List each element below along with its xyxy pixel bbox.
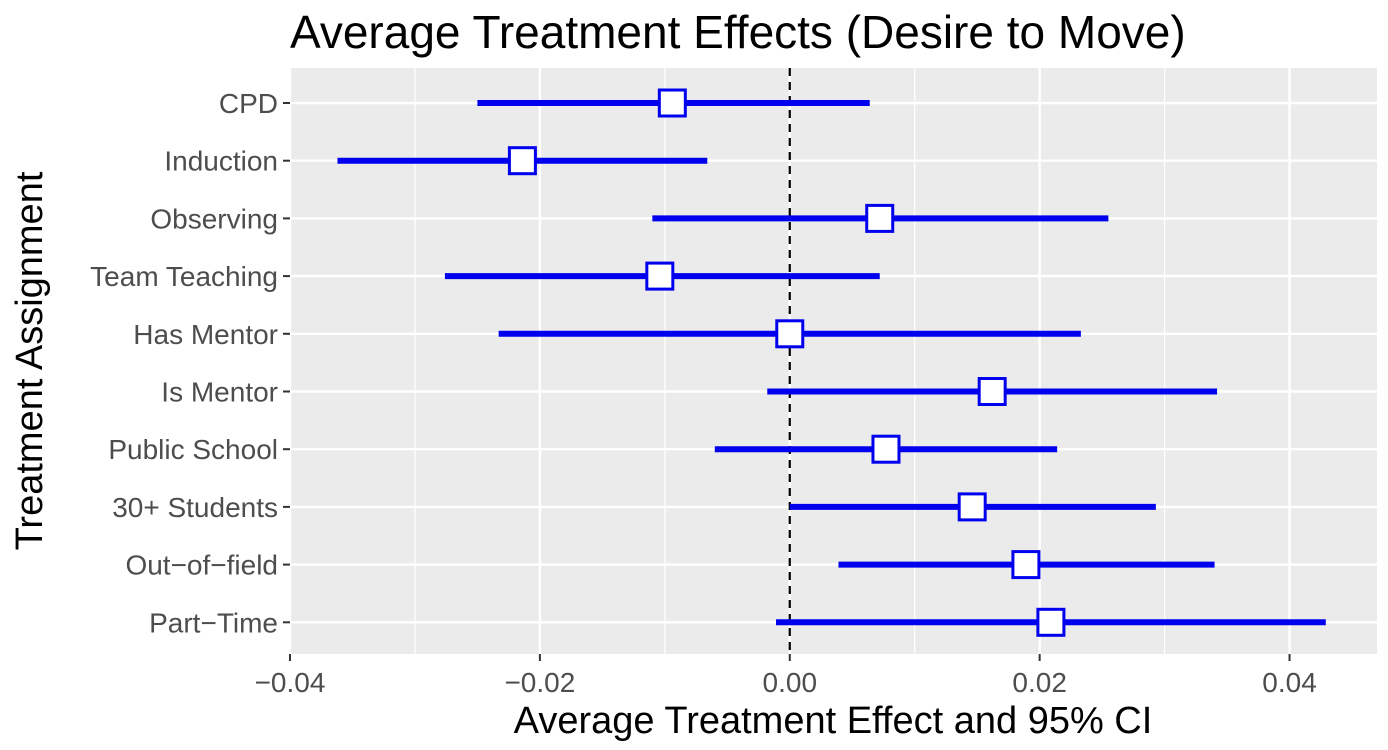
y-tick-label: Part−Time xyxy=(149,607,278,638)
y-tick-label: CPD xyxy=(219,88,278,119)
x-tick-label: −0.04 xyxy=(255,667,326,698)
point-estimate-marker xyxy=(1011,550,1041,580)
x-tick-label: 0.02 xyxy=(1012,667,1067,698)
point-estimate-marker xyxy=(775,319,805,349)
y-tick-label: Out−of−field xyxy=(125,550,278,581)
y-tick-label: Induction xyxy=(164,146,278,177)
y-tick-label: Public School xyxy=(108,434,278,465)
point-estimate-marker xyxy=(977,377,1007,406)
x-axis-title: Average Treatment Effect and 95% CI xyxy=(514,700,1153,742)
x-tick-label: −0.02 xyxy=(504,667,575,698)
point-estimate-marker xyxy=(865,203,895,233)
point-estimate-marker xyxy=(957,492,987,522)
point-estimate-marker xyxy=(645,261,675,291)
plot-panel xyxy=(290,68,1377,654)
y-axis-title: Treatment Assignment xyxy=(9,171,51,550)
y-tick-label: Observing xyxy=(150,203,278,234)
y-tick-label: 30+ Students xyxy=(112,492,278,523)
chart-title: Average Treatment Effects (Desire to Mov… xyxy=(290,6,1186,58)
y-tick-label: Has Mentor xyxy=(133,319,278,350)
point-estimate-marker xyxy=(1036,607,1066,637)
data-marks xyxy=(337,88,1326,637)
x-tick-label: 0.04 xyxy=(1262,667,1317,698)
point-estimate-marker xyxy=(871,434,901,464)
point-estimate-marker xyxy=(657,88,687,118)
y-tick-label: Team Teaching xyxy=(90,261,278,292)
x-tick-label: 0.00 xyxy=(763,667,818,698)
y-tick-label: Is Mentor xyxy=(161,377,278,408)
point-estimate-marker xyxy=(507,146,537,176)
axes: CPD Induction Observing Team Teaching Has Me… xyxy=(90,88,1317,698)
